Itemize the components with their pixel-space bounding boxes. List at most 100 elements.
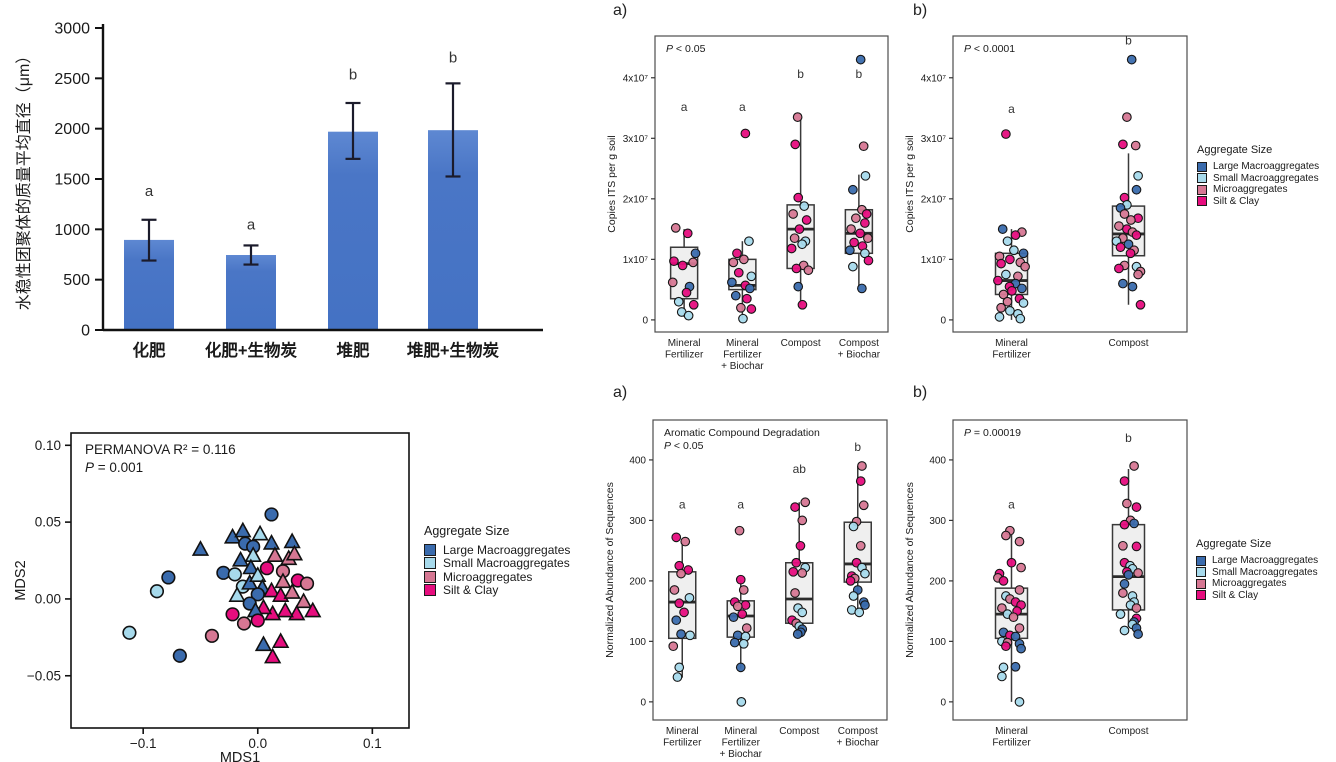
y-axis-tick-label: 200 [929, 576, 946, 587]
data-point-circle [250, 587, 265, 602]
data-point [1129, 518, 1139, 529]
y-axis-title: 水稳性团聚体的质量平均直径（μm） [15, 48, 33, 311]
data-point [683, 310, 694, 321]
data-point [745, 283, 755, 294]
data-point-circle [225, 607, 240, 622]
data-point [860, 170, 871, 181]
data-point-triangle [262, 533, 281, 550]
data-point-triangle [283, 583, 301, 599]
data-point [1127, 281, 1138, 292]
data-point [733, 267, 744, 278]
y-axis-title: MDS2 [13, 560, 29, 600]
legend-entries: Large Macroaggregates Small Macroaggregat… [424, 543, 570, 597]
data-point-triangle [272, 632, 290, 649]
data-point [791, 263, 802, 274]
y-axis-tick-label: 0.05 [35, 515, 61, 530]
panel-label-bottom-b: b) [913, 384, 928, 401]
bar-chart-aggregate-diameter: 0 500 1000 1500 2000 2500 3000 a 化肥 a 化肥+生物炭 b 堆肥 b 堆肥… [15, 21, 543, 360]
y-axis-tick-label: 0 [940, 315, 946, 326]
legend-entry-silt: Silt & Clay [1197, 196, 1319, 208]
sig-letter: a [145, 183, 154, 200]
x-axis-category-label: Fertilizer [663, 738, 702, 749]
data-point-triangle [234, 521, 252, 538]
data-point [741, 623, 752, 633]
boxplot-aromatic-by-treatment: 0 100 200 300 400 Normalized Abundance of Seq… [604, 419, 888, 760]
legend-entry-small: Small Macroaggregates [1197, 173, 1319, 185]
data-point [855, 540, 866, 551]
data-point [1016, 562, 1026, 573]
data-point-triangle [266, 546, 284, 563]
data-point [1014, 697, 1025, 707]
data-point [690, 248, 701, 259]
data-point [1118, 278, 1128, 289]
data-point [734, 525, 745, 536]
sig-letter: a [1008, 102, 1015, 116]
data-point [792, 629, 803, 639]
x-axis-title: MDS1 [220, 750, 260, 762]
data-point [1115, 609, 1126, 620]
x-axis-category-label: Fertilizer [992, 738, 1031, 749]
data-point-triangle [242, 558, 260, 575]
data-point [790, 502, 800, 512]
data-point [997, 671, 1007, 682]
x-axis-category-label: 堆肥 [337, 340, 371, 360]
legend-label: Small Macroaggregates [443, 556, 570, 570]
data-point-circle [236, 616, 252, 631]
data-point [1118, 588, 1128, 598]
data-point [993, 275, 1003, 286]
data-point [998, 576, 1009, 586]
data-point [737, 609, 748, 620]
data-point [863, 233, 873, 244]
data-point-triangle [231, 550, 250, 567]
data-point [1131, 502, 1142, 512]
x-axis-category-label: Compost [781, 338, 821, 349]
annotation-text: P < 0.0001 [964, 43, 1015, 55]
legend-label: Silt & Clay [1213, 195, 1260, 207]
bar [328, 131, 378, 330]
data-point [797, 515, 808, 526]
data-point [1131, 184, 1142, 195]
x-axis-category-label: + Biochar [719, 749, 762, 760]
data-point [738, 313, 748, 324]
data-point-triangle [251, 524, 269, 541]
data-point [854, 607, 865, 618]
data-point [1130, 140, 1141, 151]
legend-aggregate-size-aromatic: Aggregate Size Large Macroaggregates Smal… [1196, 538, 1318, 601]
data-point [857, 461, 867, 471]
y-axis-title: Copies ITS per g soil [904, 135, 916, 232]
y-axis-tick-label: 200 [629, 576, 646, 587]
legend-label: Silt & Clay [443, 583, 499, 597]
data-point [997, 603, 1007, 613]
data-point [1001, 129, 1011, 139]
y-axis-tick-label: 0.00 [35, 591, 61, 606]
y-axis-tick-label: 500 [63, 272, 90, 289]
data-point [996, 302, 1006, 313]
panel-label-bottom-a: a) [613, 384, 628, 401]
legend-entry-small: Small Macroaggregates [1196, 567, 1318, 579]
x-axis-tick-label: −0.1 [130, 736, 157, 751]
data-point [801, 215, 812, 225]
data-point [671, 615, 682, 626]
y-axis-tick-label: 0 [81, 323, 90, 340]
data-point [728, 257, 739, 268]
legend-entry-micro: Microaggregates [424, 570, 570, 584]
data-point [728, 612, 739, 623]
data-point [797, 299, 808, 310]
data-point [732, 601, 743, 612]
data-point [803, 265, 814, 276]
data-point [1020, 261, 1030, 272]
y-axis-tick-label: 2x10⁷ [921, 194, 947, 205]
sig-letter: a [679, 497, 686, 511]
sig-letter: b [449, 50, 457, 67]
sig-letter: b [854, 440, 861, 454]
micro-swatch-icon [1197, 184, 1207, 195]
data-point [1115, 242, 1126, 253]
data-point-triangle [244, 546, 262, 563]
x-axis-category-label: Mineral [668, 338, 701, 349]
data-point [799, 201, 810, 211]
data-point [1015, 313, 1026, 324]
data-point [684, 592, 695, 603]
x-axis-category-label: Fertilizer [722, 738, 761, 749]
data-point [797, 568, 808, 578]
sig-letter: a [1008, 497, 1015, 511]
